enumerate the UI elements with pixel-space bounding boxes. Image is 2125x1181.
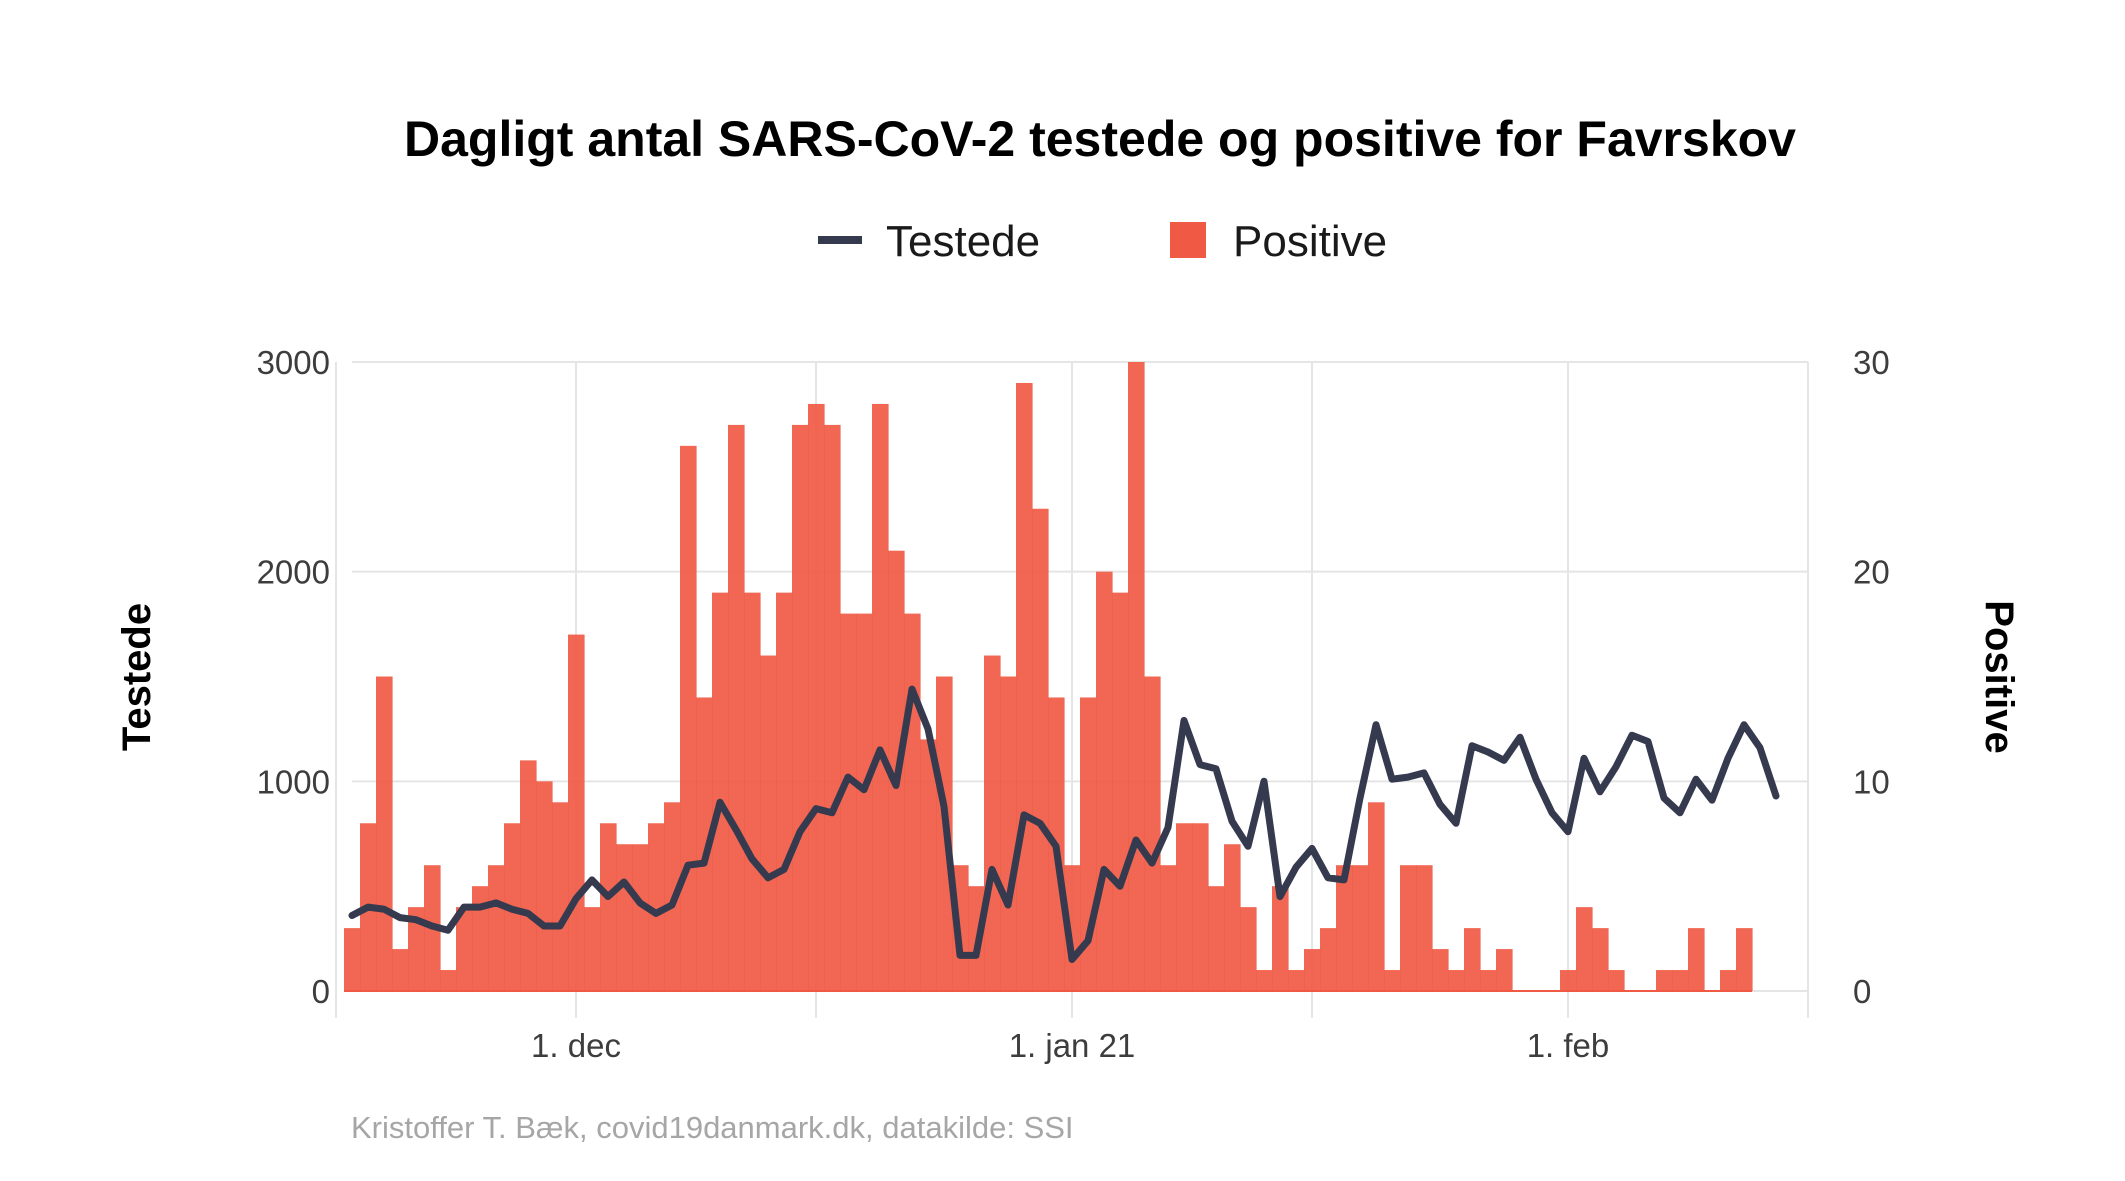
- positive-bar: [904, 613, 921, 991]
- positive-bar: [856, 613, 873, 991]
- positive-bar: [1304, 949, 1321, 991]
- positive-bar: [1096, 571, 1113, 991]
- legend-swatch-positive: [1170, 222, 1206, 258]
- positive-bar: [440, 970, 457, 991]
- positive-bar: [648, 823, 665, 991]
- positive-bar: [984, 655, 1001, 991]
- x-tick-label: 1. jan 21: [1009, 1027, 1136, 1064]
- positive-bar: [696, 697, 713, 991]
- positive-bar: [1608, 970, 1625, 991]
- positive-bar: [520, 760, 537, 991]
- y-left-tick-label: 1000: [257, 763, 330, 800]
- positive-bar: [744, 592, 761, 991]
- positive-bar: [1688, 928, 1705, 991]
- positive-bar: [1416, 865, 1433, 991]
- positive-bar: [1464, 928, 1481, 991]
- positive-bar: [472, 886, 489, 991]
- positive-bar: [376, 676, 393, 991]
- positive-bar: [1128, 362, 1145, 991]
- positive-bar: [920, 739, 937, 991]
- positive-bar: [536, 781, 553, 991]
- positive-bar: [1032, 508, 1049, 991]
- positive-bar: [1224, 844, 1241, 991]
- legend-label-testede: Testede: [886, 217, 1040, 266]
- positive-bar: [616, 844, 633, 991]
- positive-bar: [1176, 823, 1193, 991]
- positive-bar: [1672, 970, 1689, 991]
- legend: Testede Positive: [818, 217, 1387, 266]
- positive-bar: [824, 424, 841, 991]
- positive-bar: [488, 865, 505, 991]
- positive-bar: [1208, 886, 1225, 991]
- caption: Kristoffer T. Bæk, covid19danmark.dk, da…: [351, 1110, 1074, 1145]
- y-left-tick-label: 3000: [257, 344, 330, 381]
- positive-bar: [1272, 886, 1289, 991]
- positive-bar: [1560, 970, 1577, 991]
- positive-bar: [344, 928, 361, 991]
- positive-bar: [456, 907, 473, 991]
- y-left-tick-label: 0: [312, 973, 330, 1010]
- positive-bar: [1192, 823, 1209, 991]
- positive-bar: [1288, 970, 1305, 991]
- positive-bar: [1720, 970, 1737, 991]
- positive-bar: [1240, 907, 1257, 991]
- positive-bar: [1592, 928, 1609, 991]
- positive-bar: [1448, 970, 1465, 991]
- positive-bar: [1016, 382, 1033, 991]
- y-right-tick-label: 10: [1853, 763, 1890, 800]
- positive-bar: [760, 655, 777, 991]
- positive-bar: [1384, 970, 1401, 991]
- positive-bar: [1480, 970, 1497, 991]
- positive-bar: [808, 403, 825, 991]
- chart-title: Dagligt antal SARS-CoV-2 testede og posi…: [404, 111, 1796, 167]
- positive-bar: [712, 592, 729, 991]
- positive-bar: [1400, 865, 1417, 991]
- positive-bar: [1656, 970, 1673, 991]
- y-right-tick-label: 20: [1853, 554, 1890, 591]
- positive-bar: [1336, 865, 1353, 991]
- positive-bar: [1160, 865, 1177, 991]
- testede-line: [348, 685, 1780, 963]
- y-right-title: Positive: [1977, 600, 2021, 753]
- y-left-title: Testede: [115, 603, 159, 751]
- legend-label-positive: Positive: [1233, 217, 1387, 266]
- positive-bar: [1432, 949, 1449, 991]
- positive-bar: [392, 949, 409, 991]
- x-tick-label: 1. feb: [1527, 1027, 1610, 1064]
- positive-bar: [632, 844, 649, 991]
- positive-bar: [792, 424, 809, 991]
- positive-bar: [776, 592, 793, 991]
- positive-bar: [1112, 592, 1129, 991]
- positive-bar: [1576, 907, 1593, 991]
- positive-bar: [1496, 949, 1513, 991]
- positive-bar: [584, 907, 601, 991]
- positive-bar: [1000, 676, 1017, 991]
- positive-bar: [1352, 865, 1369, 991]
- positive-bar: [552, 802, 569, 991]
- x-tick-label: 1. dec: [531, 1027, 621, 1064]
- y-right-tick-label: 0: [1853, 973, 1871, 1010]
- positive-bar: [568, 634, 585, 991]
- positive-bar: [1144, 676, 1161, 991]
- y-left-tick-label: 2000: [257, 554, 330, 591]
- positive-bar: [840, 613, 857, 991]
- y-left-ticks: 0 1000 2000 3000: [257, 344, 330, 1010]
- positive-bar: [872, 403, 889, 991]
- y-right-ticks: 0 10 20 30: [1853, 344, 1890, 1010]
- positive-bar: [408, 907, 425, 991]
- positive-bar: [680, 445, 697, 991]
- positive-bar: [1320, 928, 1337, 991]
- positive-bar: [1736, 928, 1753, 991]
- positive-bar: [600, 823, 617, 991]
- y-right-tick-label: 30: [1853, 344, 1890, 381]
- x-ticks: 1. dec 1. jan 21 1. feb: [531, 1027, 1609, 1064]
- positive-bar: [1256, 970, 1273, 991]
- positive-bar: [728, 424, 745, 991]
- positive-bar: [1368, 802, 1385, 991]
- positive-bars: [344, 362, 1753, 992]
